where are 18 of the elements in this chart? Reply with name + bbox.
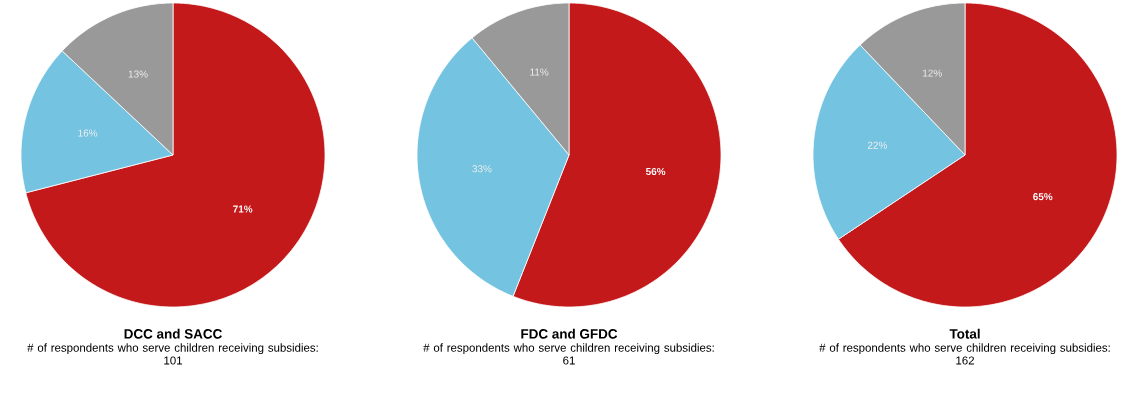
text: # of respondents who serve children receiving subsidies: bbox=[27, 343, 318, 355]
text: 61 bbox=[563, 356, 575, 365]
text: 162 bbox=[956, 356, 974, 365]
data-label: 65% bbox=[1033, 193, 1053, 201]
text: # of respondents who serve children receiving subsidies: bbox=[819, 343, 1110, 355]
data-label: 33% bbox=[472, 165, 492, 173]
text: # of respondents who serve children receiving subsidies: bbox=[423, 343, 714, 355]
data-label: 16% bbox=[78, 129, 98, 137]
data-label: 71% bbox=[233, 205, 253, 213]
data-label: 13% bbox=[128, 70, 148, 78]
text: FDC and GFDC bbox=[521, 328, 618, 339]
data-label: 22% bbox=[867, 141, 888, 149]
data-label: 11% bbox=[530, 68, 549, 76]
text: Total bbox=[949, 328, 980, 339]
data-label: 56% bbox=[645, 168, 666, 176]
text: 101 bbox=[164, 356, 182, 365]
data-label: 12% bbox=[923, 69, 942, 77]
text: DCC and SACC bbox=[124, 328, 222, 339]
